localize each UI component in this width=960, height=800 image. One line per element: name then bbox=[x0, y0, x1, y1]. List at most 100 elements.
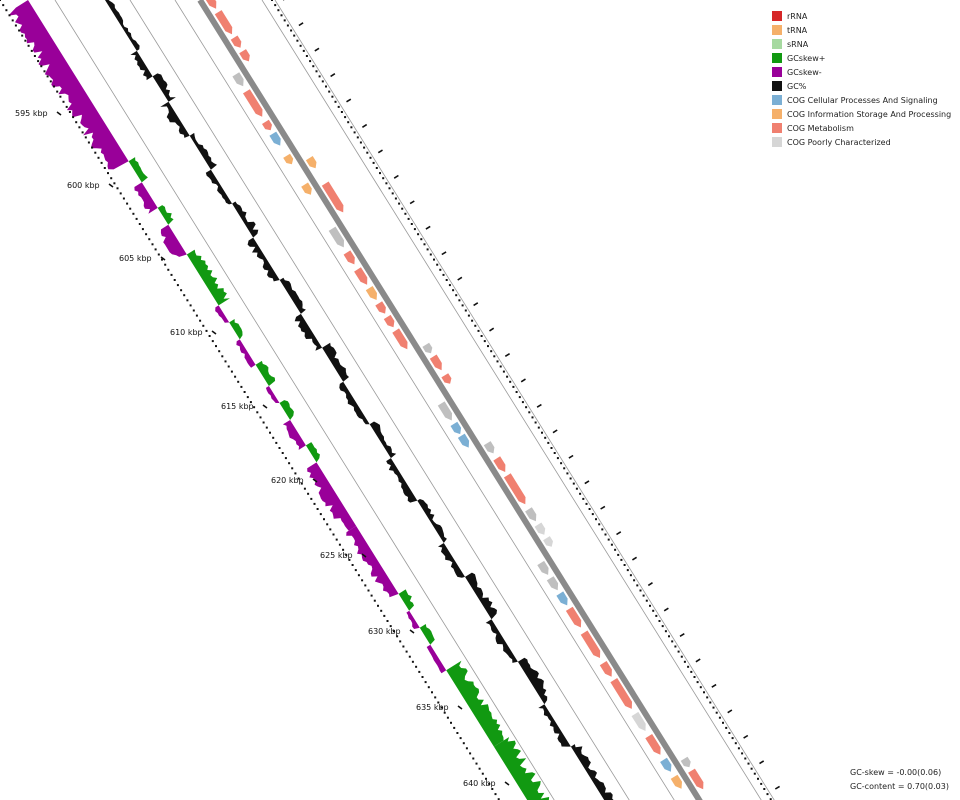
scale-dot bbox=[297, 477, 300, 480]
scale-dot bbox=[443, 711, 446, 714]
scale-dot bbox=[744, 757, 747, 760]
ring-line bbox=[54, 0, 555, 800]
scale-dot bbox=[734, 742, 737, 745]
scale-dot bbox=[420, 238, 423, 241]
gc-content-block bbox=[247, 237, 280, 282]
scale-dot bbox=[553, 452, 556, 454]
scale-dot bbox=[8, 14, 11, 17]
cds-arrow bbox=[343, 250, 355, 265]
cds-arrow bbox=[534, 522, 546, 535]
kbp-tick bbox=[108, 183, 114, 188]
scale-dot bbox=[421, 676, 424, 678]
scale-dot bbox=[623, 564, 626, 566]
scale-dot bbox=[154, 248, 157, 251]
scale-dot bbox=[354, 569, 357, 572]
gc-content-block bbox=[152, 73, 176, 102]
legend-item-srna: sRNA bbox=[772, 37, 951, 51]
gc-content-block bbox=[130, 50, 153, 81]
scale-dot bbox=[496, 360, 499, 363]
scale-dot bbox=[342, 548, 345, 551]
scale-dot bbox=[502, 370, 505, 373]
scale-dot bbox=[249, 401, 252, 404]
scale-dot bbox=[696, 681, 699, 684]
cds-arrow bbox=[437, 401, 452, 421]
scale-dot bbox=[461, 304, 464, 307]
scale-dot bbox=[531, 416, 534, 419]
scale-dot bbox=[280, 14, 283, 17]
gc-skew-negative-block bbox=[236, 339, 256, 368]
cds-arrow bbox=[239, 49, 250, 62]
scale-dot bbox=[760, 782, 763, 785]
scale-dot bbox=[43, 70, 46, 73]
scale-dot bbox=[291, 467, 294, 470]
scale-dot bbox=[348, 558, 351, 561]
scale-dot bbox=[629, 574, 632, 577]
kbp-tick bbox=[160, 256, 166, 261]
scale-ticks bbox=[0, 0, 781, 800]
gc-content-block bbox=[438, 543, 465, 578]
scale-dot bbox=[230, 370, 233, 373]
gc-content-block bbox=[485, 619, 518, 663]
scale-dot bbox=[218, 350, 221, 353]
scale-dot bbox=[417, 233, 420, 236]
legend-label: rRNA bbox=[787, 11, 808, 21]
scale-dot bbox=[309, 60, 312, 63]
legend-label: COG Cellular Processes And Signaling bbox=[787, 95, 938, 105]
scale-dot bbox=[668, 635, 670, 638]
scale-tick bbox=[473, 302, 479, 307]
scale-dot bbox=[566, 472, 569, 475]
kbp-label: 625 kbp bbox=[320, 551, 353, 560]
cds-arrow bbox=[214, 10, 233, 35]
scale-dot bbox=[712, 706, 715, 709]
scale-dot bbox=[237, 380, 240, 383]
scale-dot bbox=[305, 55, 308, 57]
scale-dot bbox=[302, 49, 305, 52]
scale-dot bbox=[431, 691, 433, 694]
scale-dot bbox=[426, 248, 429, 251]
legend-label: COG Information Storage And Processing bbox=[787, 109, 952, 119]
legend: rRNA tRNA sRNA GCskew+ GCskew- GC% COG C… bbox=[772, 9, 951, 149]
scale-dot bbox=[224, 360, 227, 363]
legend-swatch bbox=[772, 11, 782, 21]
backbone-ring bbox=[197, 0, 703, 800]
gc-skew-negative-block bbox=[160, 224, 187, 257]
gc-content-block bbox=[570, 744, 614, 800]
scale-tick bbox=[361, 123, 368, 128]
scale-dot bbox=[195, 314, 198, 317]
scale-tick bbox=[584, 480, 590, 485]
scale-dot bbox=[272, 436, 275, 439]
scale-dot bbox=[598, 523, 601, 526]
ring-line bbox=[261, 0, 762, 800]
gc-skew-positive-block bbox=[186, 249, 230, 306]
scale-tick bbox=[679, 633, 685, 637]
cds-arrow bbox=[269, 131, 281, 146]
scale-dot bbox=[382, 177, 385, 180]
scale-dot bbox=[164, 263, 167, 266]
scale-dot bbox=[119, 192, 122, 195]
gc-skew-positive-block bbox=[279, 400, 294, 420]
legend-item-cog-information: COG Information Storage And Processing bbox=[772, 107, 951, 121]
scale-dot bbox=[359, 141, 362, 144]
gc-skew-track bbox=[8, 0, 550, 800]
scale-dot bbox=[221, 355, 224, 358]
legend-item-gcskew-minus: GCskew- bbox=[772, 65, 951, 79]
gc-content-track bbox=[105, 0, 614, 800]
scale-dot bbox=[325, 85, 327, 88]
scale-dot bbox=[286, 24, 289, 27]
scale-dot bbox=[480, 335, 483, 337]
scale-dot bbox=[126, 202, 129, 205]
scale-dot bbox=[462, 742, 465, 745]
cds-arrow bbox=[328, 226, 344, 248]
gc-skew-positive-block bbox=[398, 589, 414, 611]
scale-tick bbox=[489, 327, 495, 332]
kbp-label: 630 kbp bbox=[368, 627, 401, 636]
legend-item-trna: tRNA bbox=[772, 23, 951, 37]
scale-dot bbox=[377, 604, 379, 607]
scale-dot bbox=[424, 681, 427, 684]
scale-dot bbox=[167, 268, 170, 271]
scale-dot bbox=[537, 426, 540, 429]
scale-dot bbox=[465, 747, 468, 750]
scale-dot bbox=[490, 350, 493, 353]
scale-dot bbox=[649, 604, 651, 607]
